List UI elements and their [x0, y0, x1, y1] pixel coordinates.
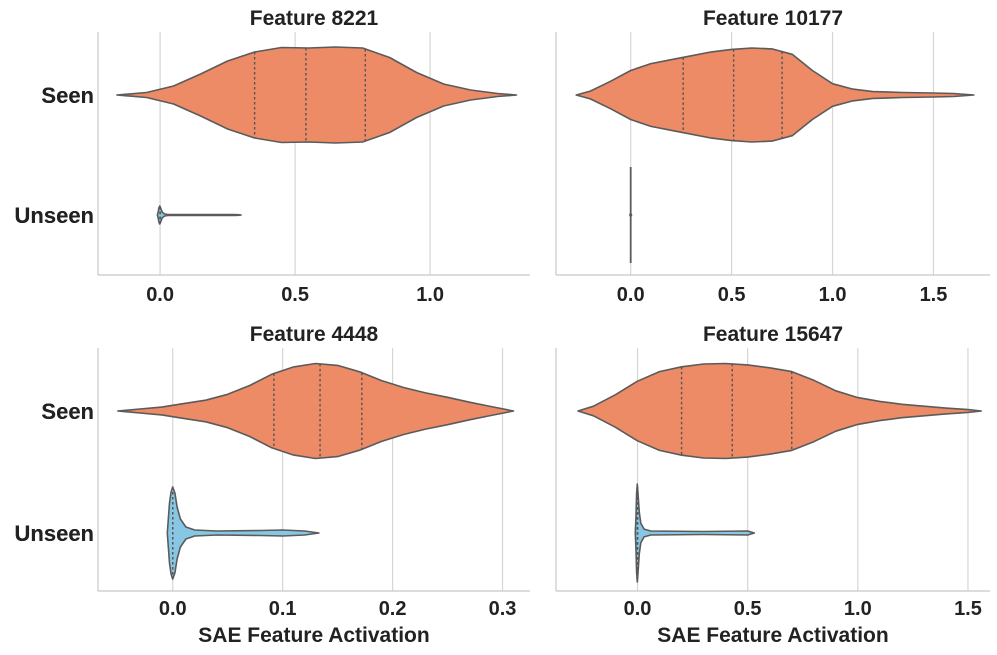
seen-violin — [116, 46, 518, 144]
y-tick-label: Seen — [41, 399, 94, 424]
panel-title: Feature 4448 — [250, 323, 379, 346]
y-tick-label: Unseen — [15, 521, 94, 546]
unseen-violin — [166, 486, 320, 580]
seen-violin — [575, 47, 975, 143]
x-tick-label: 0.5 — [281, 284, 309, 306]
x-tick-label: 0.0 — [146, 284, 174, 306]
panel-3: Feature 4448 0.0 0.1 0.2 0.3 Seen Unseen SAE Fe… — [15, 323, 530, 647]
seen-violin — [577, 362, 982, 460]
unseen-violin — [634, 483, 756, 583]
y-tick-label: Unseen — [15, 203, 94, 228]
panel-2: Feature 10177 0.0 0.5 1.0 1.5 Seen Unseen — [15, 7, 990, 306]
panel-title: Feature 15647 — [703, 323, 843, 346]
x-tick-label: 0.5 — [734, 598, 762, 620]
y-tick-label: Seen — [41, 83, 94, 108]
panel-title: Feature 8221 — [250, 7, 379, 30]
y-tick-label: Unseen — [15, 203, 94, 228]
x-tick-label: 1.5 — [920, 284, 948, 306]
panel-1: Feature 8221 0.0 0.5 1.0 Seen Unseen — [15, 7, 530, 306]
x-tick-label: 0.2 — [379, 598, 407, 620]
x-tick-label: 1.5 — [954, 598, 982, 620]
x-axis-label: SAE Feature Activation — [657, 624, 888, 647]
x-tick-label: 0.1 — [269, 598, 297, 620]
x-tick-label: 0.5 — [718, 284, 746, 306]
x-tick-label: 1.0 — [819, 284, 847, 306]
x-tick-label: 0.0 — [617, 284, 645, 306]
x-tick-label: 1.0 — [416, 284, 444, 306]
panel-4: Feature 15647 0.0 0.5 1.0 1.5 Seen Unseen SAE F… — [15, 323, 990, 647]
y-tick-label: Seen — [41, 399, 94, 424]
seen-violin — [117, 362, 515, 460]
unseen-violin — [156, 205, 242, 225]
y-tick-label: Seen — [41, 83, 94, 108]
x-tick-label: 0.0 — [624, 598, 652, 620]
x-tick-label: 1.0 — [844, 598, 872, 620]
y-tick-label: Unseen — [15, 521, 94, 546]
x-axis-label: SAE Feature Activation — [198, 624, 429, 647]
panel-title: Feature 10177 — [703, 7, 843, 30]
x-tick-label: 0.3 — [489, 598, 517, 620]
unseen-violin-median-dot — [629, 213, 633, 217]
x-tick-label: 0.0 — [159, 598, 187, 620]
